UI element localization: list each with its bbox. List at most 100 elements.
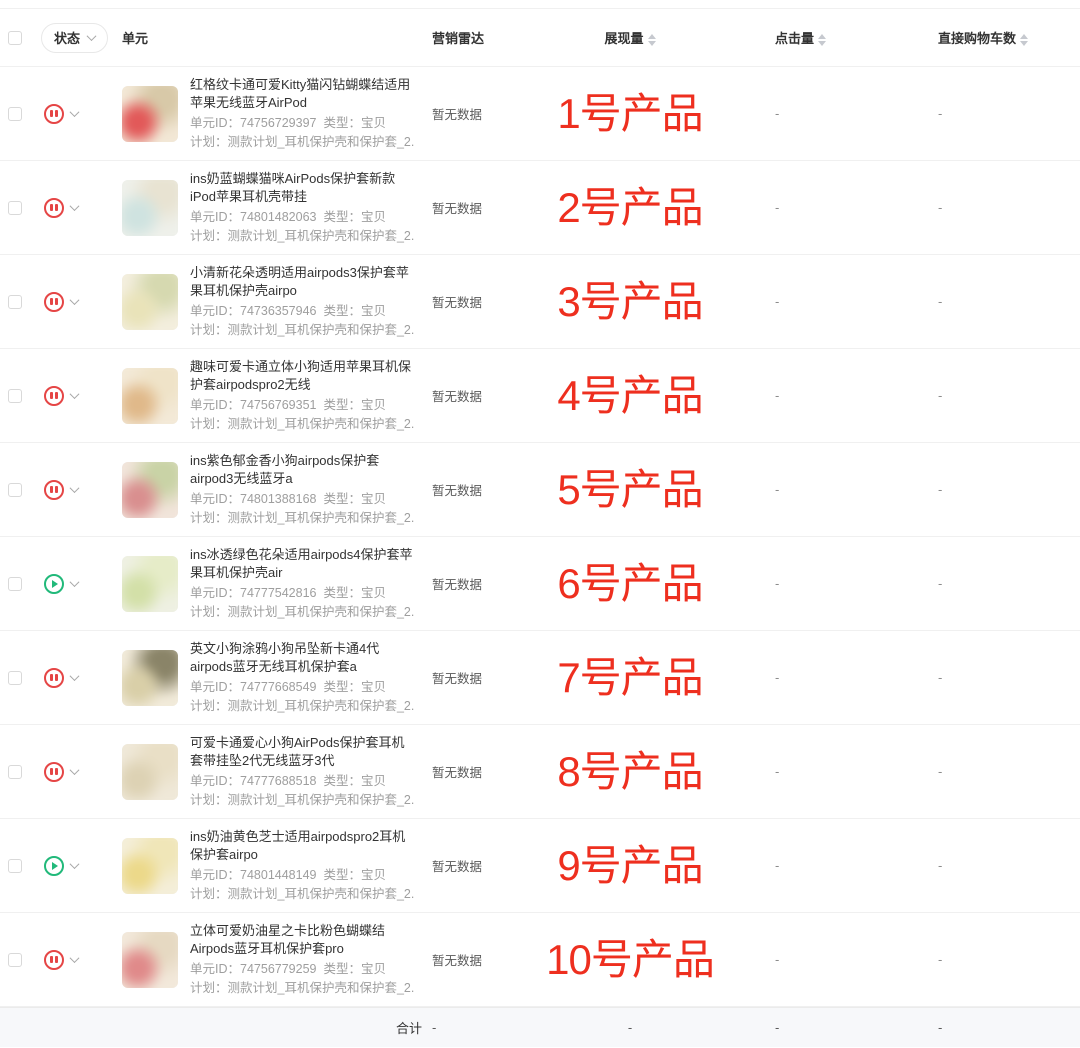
table-header: 状态 单元 营销雷达 展现量 点击量 直接购物车数 <box>0 9 1080 67</box>
product-number-annotation: 10号产品 <box>546 935 715 983</box>
type-value: 宝贝 <box>360 961 386 976</box>
unit-id-line: 单元ID：74801388168 类型：宝贝 <box>190 490 414 509</box>
type-label: 类型： <box>323 585 361 600</box>
unit-id-line: 单元ID：74736357946 类型：宝贝 <box>190 302 414 321</box>
product-thumbnail[interactable] <box>122 837 178 894</box>
plan-value: 测款计划_耳机保护壳和保护套_2... <box>227 416 414 431</box>
pause-icon[interactable] <box>44 103 64 124</box>
column-header-clicks[interactable]: 点击量 <box>715 28 883 47</box>
chevron-down-icon <box>69 107 80 118</box>
product-thumbnail[interactable] <box>122 743 178 800</box>
row-status-control[interactable] <box>38 291 122 312</box>
row-status-control[interactable] <box>38 855 122 876</box>
row-status-control[interactable] <box>38 573 122 594</box>
product-thumbnail-art <box>122 461 178 518</box>
unit-id-line: 单元ID：74777542816 类型：宝贝 <box>190 584 414 603</box>
unit-id-value: 74736357946 <box>240 303 317 318</box>
column-header-carts[interactable]: 直接购物车数 <box>883 28 1080 47</box>
impressions-header-label: 展现量 <box>604 31 644 46</box>
chevron-down-icon <box>69 201 80 212</box>
unit-info: ins紫色郁金香小狗airpods保护套airpod3无线蓝牙a 单元ID：74… <box>190 452 432 528</box>
type-value: 宝贝 <box>360 867 386 882</box>
product-thumbnail[interactable] <box>122 649 178 706</box>
pause-icon[interactable] <box>44 667 64 688</box>
product-thumbnail[interactable] <box>122 367 178 424</box>
pause-icon[interactable] <box>44 949 64 970</box>
impressions-cell: 9号产品 <box>545 844 715 887</box>
pause-icon[interactable] <box>44 761 64 782</box>
row-checkbox[interactable] <box>8 482 22 497</box>
plan-label: 计划： <box>190 698 228 713</box>
pause-icon[interactable] <box>44 291 64 312</box>
row-checkbox[interactable] <box>8 294 22 309</box>
chevron-down-icon <box>69 483 80 494</box>
chevron-down-icon <box>69 389 80 400</box>
status-filter-label: 状态 <box>54 31 81 46</box>
unit-id-label: 单元ID： <box>190 679 241 694</box>
row-status-control[interactable] <box>38 761 122 782</box>
row-checkbox[interactable] <box>8 764 22 779</box>
product-thumbnail[interactable] <box>122 555 178 612</box>
chevron-down-icon <box>69 295 80 306</box>
unit-cell: ins冰透绿色花朵适用airpods4保护套苹果耳机保护壳air 单元ID：74… <box>122 546 432 622</box>
unit-info: 英文小狗涂鸦小狗吊坠新卡通4代airpods蓝牙无线耳机保护套a 单元ID：74… <box>190 640 432 716</box>
unit-id-value: 74777668549 <box>240 679 317 694</box>
clicks-header-label: 点击量 <box>775 31 815 46</box>
product-thumbnail[interactable] <box>122 179 178 236</box>
row-checkbox[interactable] <box>8 106 22 121</box>
table-footer: 合计 - - - - <box>0 1007 1080 1047</box>
row-status-control[interactable] <box>38 667 122 688</box>
plan-line: 计划：测款计划_耳机保护壳和保护套_2... <box>190 133 414 152</box>
unit-id-line: 单元ID：74777668549 类型：宝贝 <box>190 678 414 697</box>
status-filter-dropdown[interactable]: 状态 <box>41 22 109 53</box>
unit-info: 小清新花朵透明适用airpods3保护套苹果耳机保护壳airpo 单元ID：74… <box>190 264 432 340</box>
row-status-control[interactable] <box>38 103 122 124</box>
type-value: 宝贝 <box>360 491 386 506</box>
product-thumbnail[interactable] <box>122 85 178 142</box>
chevron-down-icon <box>69 577 80 588</box>
carts-value: - <box>938 200 943 215</box>
row-checkbox[interactable] <box>8 670 22 685</box>
row-checkbox[interactable] <box>8 858 22 873</box>
pause-icon[interactable] <box>44 197 64 218</box>
row-checkbox[interactable] <box>8 200 22 215</box>
select-all-checkbox[interactable] <box>8 30 22 45</box>
product-thumbnail[interactable] <box>122 461 178 518</box>
plan-label: 计划： <box>190 886 228 901</box>
pause-icon[interactable] <box>44 385 64 406</box>
product-title: 小清新花朵透明适用airpods3保护套苹果耳机保护壳airpo <box>190 264 409 298</box>
unit-id-line: 单元ID：74756729397 类型：宝贝 <box>190 114 414 133</box>
row-checkbox[interactable] <box>8 576 22 591</box>
row-status-control[interactable] <box>38 479 122 500</box>
product-thumbnail[interactable] <box>122 273 178 330</box>
row-checkbox-cell <box>0 294 38 309</box>
product-title: ins奶蓝蝴蝶猫咪AirPods保护套新款iPod苹果耳机壳带挂 <box>190 170 396 204</box>
unit-info: ins奶油黄色芝士适用airpodspro2耳机保护套airpo 单元ID：74… <box>190 828 432 904</box>
row-status-control[interactable] <box>38 385 122 406</box>
play-icon[interactable] <box>44 855 64 876</box>
sort-icon[interactable] <box>1020 33 1029 46</box>
product-thumbnail[interactable] <box>122 931 178 988</box>
chevron-down-icon <box>69 765 80 776</box>
table-row: ins紫色郁金香小狗airpods保护套airpod3无线蓝牙a 单元ID：74… <box>0 443 1080 537</box>
unit-id-label: 单元ID： <box>190 209 241 224</box>
unit-cell: ins奶蓝蝴蝶猫咪AirPods保护套新款iPod苹果耳机壳带挂 单元ID：74… <box>122 170 432 246</box>
sort-icon[interactable] <box>647 33 656 46</box>
play-icon[interactable] <box>44 573 64 594</box>
row-checkbox[interactable] <box>8 952 22 967</box>
product-number-annotation: 5号产品 <box>557 465 703 513</box>
sort-icon[interactable] <box>818 33 827 46</box>
row-checkbox-cell <box>0 670 38 685</box>
column-header-impressions[interactable]: 展现量 <box>545 28 715 47</box>
plan-value: 测款计划_耳机保护壳和保护套_2... <box>227 510 414 525</box>
pause-icon[interactable] <box>44 479 64 500</box>
carts-header-label: 直接购物车数 <box>938 31 1017 46</box>
carts-value: - <box>938 106 943 121</box>
row-status-control[interactable] <box>38 197 122 218</box>
unit-id-label: 单元ID： <box>190 397 241 412</box>
total-carts-value: - <box>938 1020 943 1035</box>
row-checkbox[interactable] <box>8 388 22 403</box>
header-status-cell: 状态 <box>38 22 122 53</box>
row-status-control[interactable] <box>38 949 122 970</box>
